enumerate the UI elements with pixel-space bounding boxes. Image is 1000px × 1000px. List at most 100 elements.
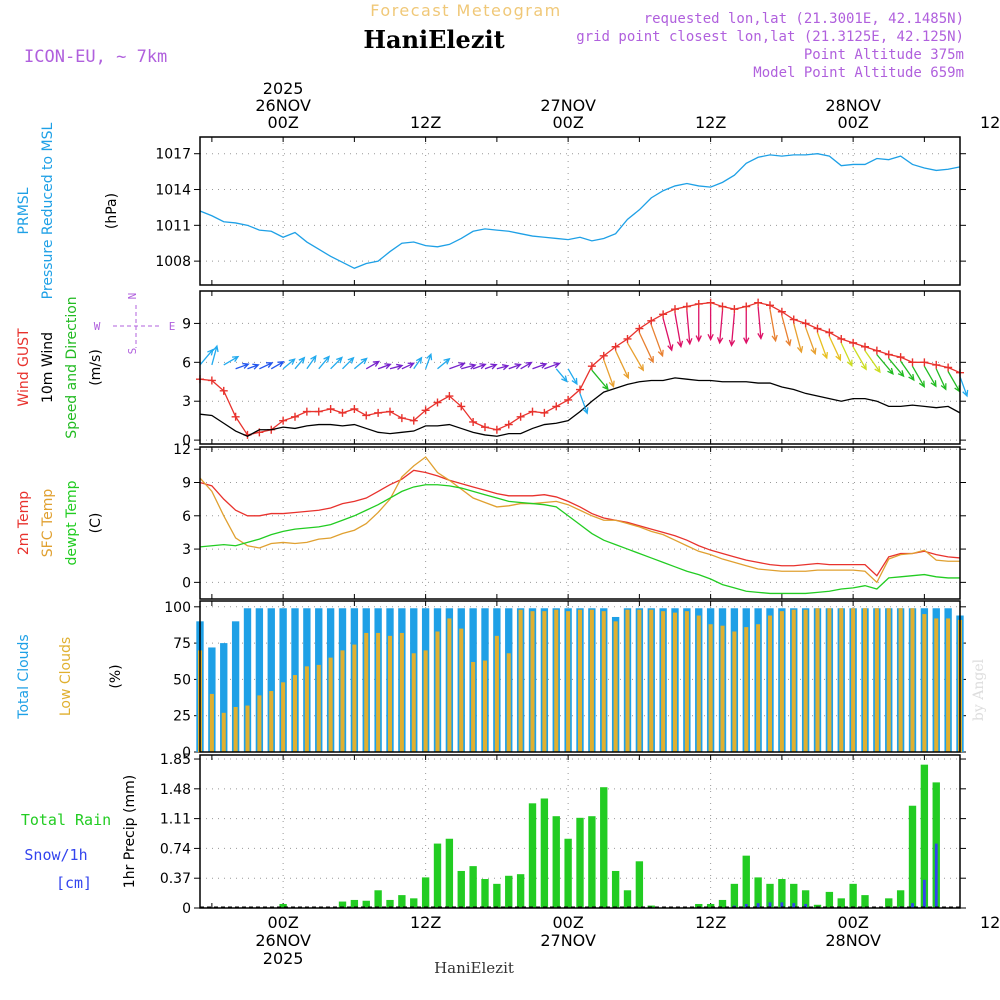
time-label-top: 12Z	[410, 113, 441, 132]
wind-arrow	[532, 362, 548, 370]
wind-arrow	[840, 342, 853, 367]
bar-low-clouds	[791, 609, 796, 752]
wind-arrow	[911, 365, 925, 388]
bar-total-rain	[885, 898, 893, 908]
gust-marker	[825, 328, 834, 337]
bar-low-clouds	[482, 660, 488, 752]
gust-marker	[920, 358, 929, 367]
bar-total-rain	[445, 838, 454, 908]
compass-north: N	[126, 293, 139, 300]
gust-marker	[409, 416, 418, 425]
bar-low-clouds	[459, 628, 464, 752]
y-tick-label: 9	[182, 476, 191, 492]
bar-low-clouds	[471, 661, 476, 752]
y-tick-label: 1011	[155, 218, 191, 234]
wind-arrow	[728, 313, 736, 348]
wind-arrow	[864, 350, 881, 374]
y-tick-label: 50	[173, 672, 191, 688]
wind-arrow	[591, 369, 609, 391]
plot-frame	[199, 754, 961, 909]
gust-marker	[872, 346, 881, 355]
wind-arrow	[342, 356, 355, 370]
bar-total-clouds	[220, 643, 228, 752]
wind-arrow	[199, 348, 214, 366]
bar-low-clouds	[554, 609, 559, 752]
bar-snow-1h	[922, 879, 926, 908]
wind-arrow	[876, 354, 894, 375]
bar-total-rain	[718, 899, 727, 908]
gust-marker	[587, 362, 596, 371]
bar-total-rain	[695, 903, 703, 908]
gust-marker	[789, 315, 798, 324]
bar-low-clouds	[946, 618, 951, 752]
panel-label: 10m Wind	[40, 332, 56, 403]
bar-total-rain	[920, 764, 929, 908]
bar-low-clouds	[340, 650, 345, 752]
bar-total-rain	[457, 870, 465, 908]
wind-arrow	[923, 365, 937, 388]
bar-low-clouds	[352, 644, 357, 752]
bar-total-rain	[623, 890, 632, 908]
y-tick-label: 1.48	[160, 782, 191, 798]
gust-marker	[207, 376, 216, 385]
bar-snow-1h	[744, 903, 748, 908]
panel-label: 2m Temp	[16, 491, 32, 555]
y-tick-label: 9	[182, 316, 191, 332]
bar-low-clouds	[886, 608, 891, 752]
wind-arrow	[626, 342, 644, 372]
y-tick-label: 3	[182, 542, 191, 558]
wind-arrow	[816, 332, 828, 360]
wind-arrow	[330, 356, 343, 370]
panel-wind: 0 3 6 9 Wind GUST 10m Wind Speed and Direction…	[16, 290, 969, 449]
bar-total-rain	[386, 899, 394, 908]
bar-low-clouds	[672, 612, 678, 752]
compass-south: S	[126, 348, 139, 355]
bar-low-clouds	[209, 693, 214, 752]
plot-area	[200, 137, 960, 285]
gust-marker	[623, 334, 632, 343]
panel-clouds: 0 25 50 75 100 Total Clouds Low Clouds (%)	[16, 600, 966, 761]
time-label-top: 2025	[263, 79, 304, 98]
wind-arrow	[520, 361, 533, 370]
credit: by Angel	[971, 658, 987, 721]
wind-arrow	[365, 360, 381, 370]
wind-arrow	[270, 361, 285, 370]
gust-marker	[742, 302, 751, 311]
bar-low-clouds	[328, 657, 333, 752]
time-label-bottom: 12Z	[980, 913, 1000, 932]
gust-marker	[350, 404, 359, 413]
bar-total-rain	[362, 900, 370, 908]
bar-total-rain	[849, 883, 857, 908]
gust-marker	[861, 342, 869, 351]
wind-arrow	[615, 350, 630, 380]
footer-station: HaniElezit	[434, 959, 514, 977]
bar-low-clouds	[376, 632, 381, 752]
bar-total-rain	[861, 895, 869, 908]
bar-low-clouds	[245, 705, 250, 752]
gust-marker	[492, 425, 501, 434]
wind-arrow	[282, 358, 296, 370]
bar-low-clouds	[292, 675, 298, 752]
gust-marker	[516, 412, 525, 421]
wind-arrow	[769, 309, 778, 343]
wind-arrow	[603, 359, 615, 389]
gust-marker	[504, 420, 513, 429]
compass-rose: N S W E	[94, 293, 176, 355]
bar-total-rain	[611, 870, 620, 908]
panel-label: Speed and Direction	[64, 296, 80, 438]
bar-low-clouds	[934, 618, 939, 752]
bar-low-clouds	[435, 631, 440, 752]
plot-frame	[199, 446, 961, 600]
wind-arrow	[425, 352, 433, 370]
wind-arrow	[508, 363, 522, 370]
panel-pressure: 1008 1011 1014 1017 PRMSL Pressure Reduced to…	[16, 122, 966, 299]
panel-label: dewpt Temp	[64, 480, 80, 565]
gust-marker	[421, 406, 430, 415]
bar-snow-1h	[780, 902, 784, 908]
bar-total-clouds	[255, 608, 264, 752]
bar-low-clouds	[506, 653, 511, 752]
wind-arrow	[828, 336, 842, 362]
bar-low-clouds	[661, 611, 666, 752]
bar-low-clouds	[910, 608, 915, 752]
bar-low-clouds	[684, 611, 689, 752]
